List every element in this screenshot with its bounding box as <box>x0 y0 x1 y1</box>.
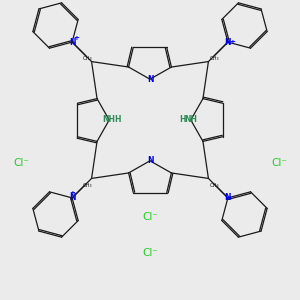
Text: N: N <box>69 194 75 202</box>
Text: +: + <box>225 195 231 201</box>
Text: NH: NH <box>103 116 116 124</box>
Text: CH₃: CH₃ <box>210 183 219 188</box>
Text: NH: NH <box>184 116 197 124</box>
Text: CH₃: CH₃ <box>210 56 219 61</box>
Text: N: N <box>225 38 231 46</box>
Text: Cl⁻: Cl⁻ <box>142 248 158 259</box>
Text: Cl⁻: Cl⁻ <box>13 158 29 169</box>
Text: N: N <box>147 156 153 165</box>
Text: H: H <box>114 116 121 124</box>
Text: +: + <box>230 39 236 45</box>
Text: N: N <box>147 75 153 84</box>
Text: +: + <box>69 190 75 196</box>
Text: H: H <box>179 116 186 124</box>
Text: N: N <box>225 194 231 202</box>
Text: Cl⁻: Cl⁻ <box>142 212 158 223</box>
Text: Cl⁻: Cl⁻ <box>271 158 287 169</box>
Text: CH₃: CH₃ <box>82 56 92 61</box>
Text: +: + <box>74 34 80 40</box>
Text: CH₃: CH₃ <box>82 183 92 188</box>
Text: N: N <box>69 38 75 46</box>
